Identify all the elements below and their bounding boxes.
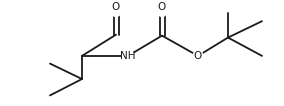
Circle shape [111, 7, 121, 16]
Text: NH: NH [120, 51, 136, 61]
Circle shape [193, 51, 203, 61]
Circle shape [122, 50, 134, 62]
Text: O: O [112, 2, 120, 12]
Text: O: O [158, 2, 166, 12]
Circle shape [157, 7, 167, 16]
Text: O: O [194, 51, 202, 61]
